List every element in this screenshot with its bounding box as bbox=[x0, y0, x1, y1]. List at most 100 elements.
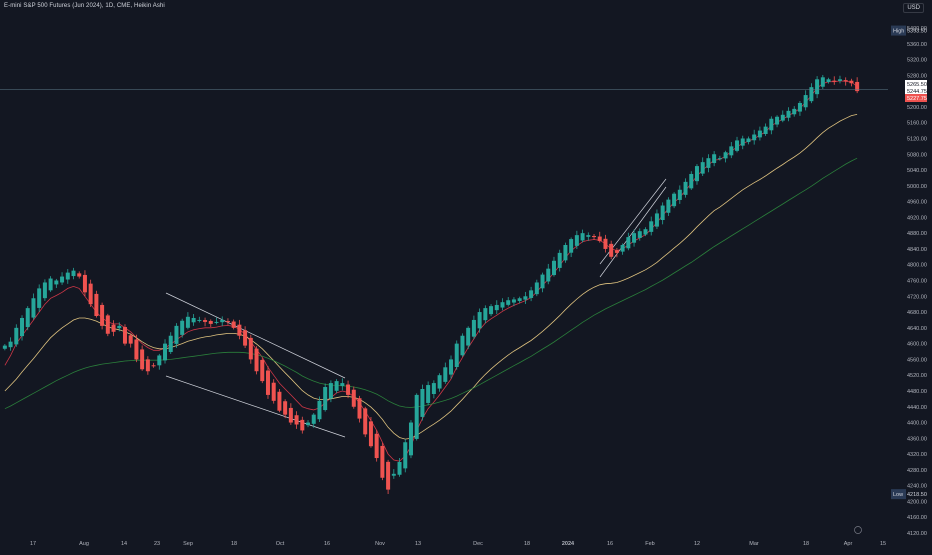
x-tick-label: 16 bbox=[607, 541, 613, 547]
candle-body bbox=[157, 355, 162, 366]
y-tick-label: 4640.00 bbox=[907, 326, 927, 332]
candle-body bbox=[494, 304, 499, 311]
candle-body bbox=[643, 229, 648, 235]
candle-body bbox=[700, 162, 705, 174]
candle-body bbox=[757, 130, 762, 138]
candle-body bbox=[128, 335, 133, 344]
candle-body bbox=[151, 365, 156, 367]
candle-body bbox=[145, 359, 150, 372]
candle-body bbox=[632, 233, 637, 243]
candle-body bbox=[637, 231, 642, 238]
candle-body bbox=[843, 80, 848, 82]
candle-body bbox=[809, 87, 814, 102]
candle-body bbox=[694, 166, 699, 182]
candle-body bbox=[763, 126, 768, 134]
goto-icon bbox=[854, 526, 862, 534]
y-tick-label: 4760.00 bbox=[907, 279, 927, 285]
candle-body bbox=[265, 370, 270, 395]
candle-body bbox=[620, 244, 625, 252]
candle-body bbox=[815, 79, 820, 95]
y-tick-label: 5120.00 bbox=[907, 136, 927, 142]
candle-body bbox=[386, 461, 391, 490]
candle-body bbox=[540, 274, 545, 289]
x-tick-label: Feb bbox=[645, 541, 654, 547]
x-tick-label: 18 bbox=[803, 541, 809, 547]
y-tick-label: 4400.00 bbox=[907, 421, 927, 427]
candle-body bbox=[105, 315, 110, 334]
candle-body bbox=[477, 312, 482, 329]
candle-body bbox=[363, 408, 368, 435]
candle-body bbox=[517, 298, 522, 301]
trendline bbox=[165, 375, 346, 438]
candle-body bbox=[534, 282, 539, 295]
candle-body bbox=[609, 243, 614, 257]
candle-body bbox=[117, 325, 122, 329]
price-tags: High 5393.50 Low 4218.50 5265.505244.755227.… bbox=[0, 25, 927, 534]
candle-body bbox=[483, 308, 488, 321]
candles bbox=[2, 74, 860, 494]
candle-body bbox=[37, 288, 42, 308]
candle-body bbox=[134, 339, 139, 360]
x-tick-label: 2024 bbox=[562, 541, 575, 547]
candle-body bbox=[374, 433, 379, 459]
x-tick-label: Nov bbox=[375, 541, 385, 547]
candle-body bbox=[220, 319, 225, 323]
candle-body bbox=[654, 213, 659, 227]
candle-body bbox=[203, 320, 208, 322]
candle-body bbox=[689, 173, 694, 189]
price-tag: 5227.75 bbox=[907, 96, 927, 102]
candle-body bbox=[614, 250, 619, 253]
candle-body bbox=[837, 79, 842, 81]
candle-body bbox=[294, 415, 299, 425]
candle-body bbox=[243, 330, 248, 346]
candle-body bbox=[311, 414, 316, 424]
x-tick-label: 12 bbox=[694, 541, 700, 547]
y-tick-label: 5200.00 bbox=[907, 105, 927, 111]
candle-body bbox=[529, 290, 534, 298]
candle-body bbox=[420, 388, 425, 417]
y-tick-label: 5080.00 bbox=[907, 152, 927, 158]
y-tick-label: 4800.00 bbox=[907, 263, 927, 269]
x-tick-label: 15 bbox=[880, 541, 886, 547]
candle-body bbox=[231, 321, 236, 328]
y-tick-label: 4520.00 bbox=[907, 373, 927, 379]
candle-body bbox=[260, 359, 265, 382]
candle-body bbox=[551, 260, 556, 276]
y-tick-label: 4960.00 bbox=[907, 200, 927, 206]
candle-body bbox=[31, 298, 36, 318]
candle-body bbox=[557, 252, 562, 268]
candle-body bbox=[408, 422, 413, 456]
candle-body bbox=[511, 299, 516, 303]
x-tick-label: Dec bbox=[473, 541, 483, 547]
y-tick-label: 5400.00 bbox=[907, 26, 927, 32]
candle-body bbox=[306, 422, 311, 426]
low-value: 4218.50 bbox=[907, 492, 927, 498]
candle-body bbox=[717, 158, 722, 160]
candle-body bbox=[500, 302, 505, 308]
currency-button[interactable]: USD bbox=[903, 3, 924, 13]
candle-body bbox=[443, 367, 448, 382]
candle-body bbox=[42, 282, 47, 299]
candle-body bbox=[340, 383, 345, 386]
y-tick-label: 4440.00 bbox=[907, 405, 927, 411]
candle-body bbox=[2, 345, 7, 349]
candle-body bbox=[288, 407, 293, 423]
candle-body bbox=[672, 193, 677, 207]
candle-body bbox=[832, 80, 837, 82]
candle-body bbox=[740, 138, 745, 146]
candle-body bbox=[471, 319, 476, 337]
candle-body bbox=[248, 337, 253, 360]
price-tag-bg bbox=[905, 94, 927, 102]
price-tag-bg bbox=[905, 80, 927, 88]
y-tick-label: 4360.00 bbox=[907, 436, 927, 442]
x-tick-label: 23 bbox=[154, 541, 160, 547]
x-tick-label: 14 bbox=[121, 541, 127, 547]
candle-body bbox=[712, 154, 717, 164]
low-label-bg bbox=[891, 489, 906, 500]
x-tick-label: Aug bbox=[79, 541, 89, 547]
candle-body bbox=[351, 389, 356, 407]
candle-body bbox=[855, 81, 860, 92]
candle-body bbox=[214, 321, 219, 323]
